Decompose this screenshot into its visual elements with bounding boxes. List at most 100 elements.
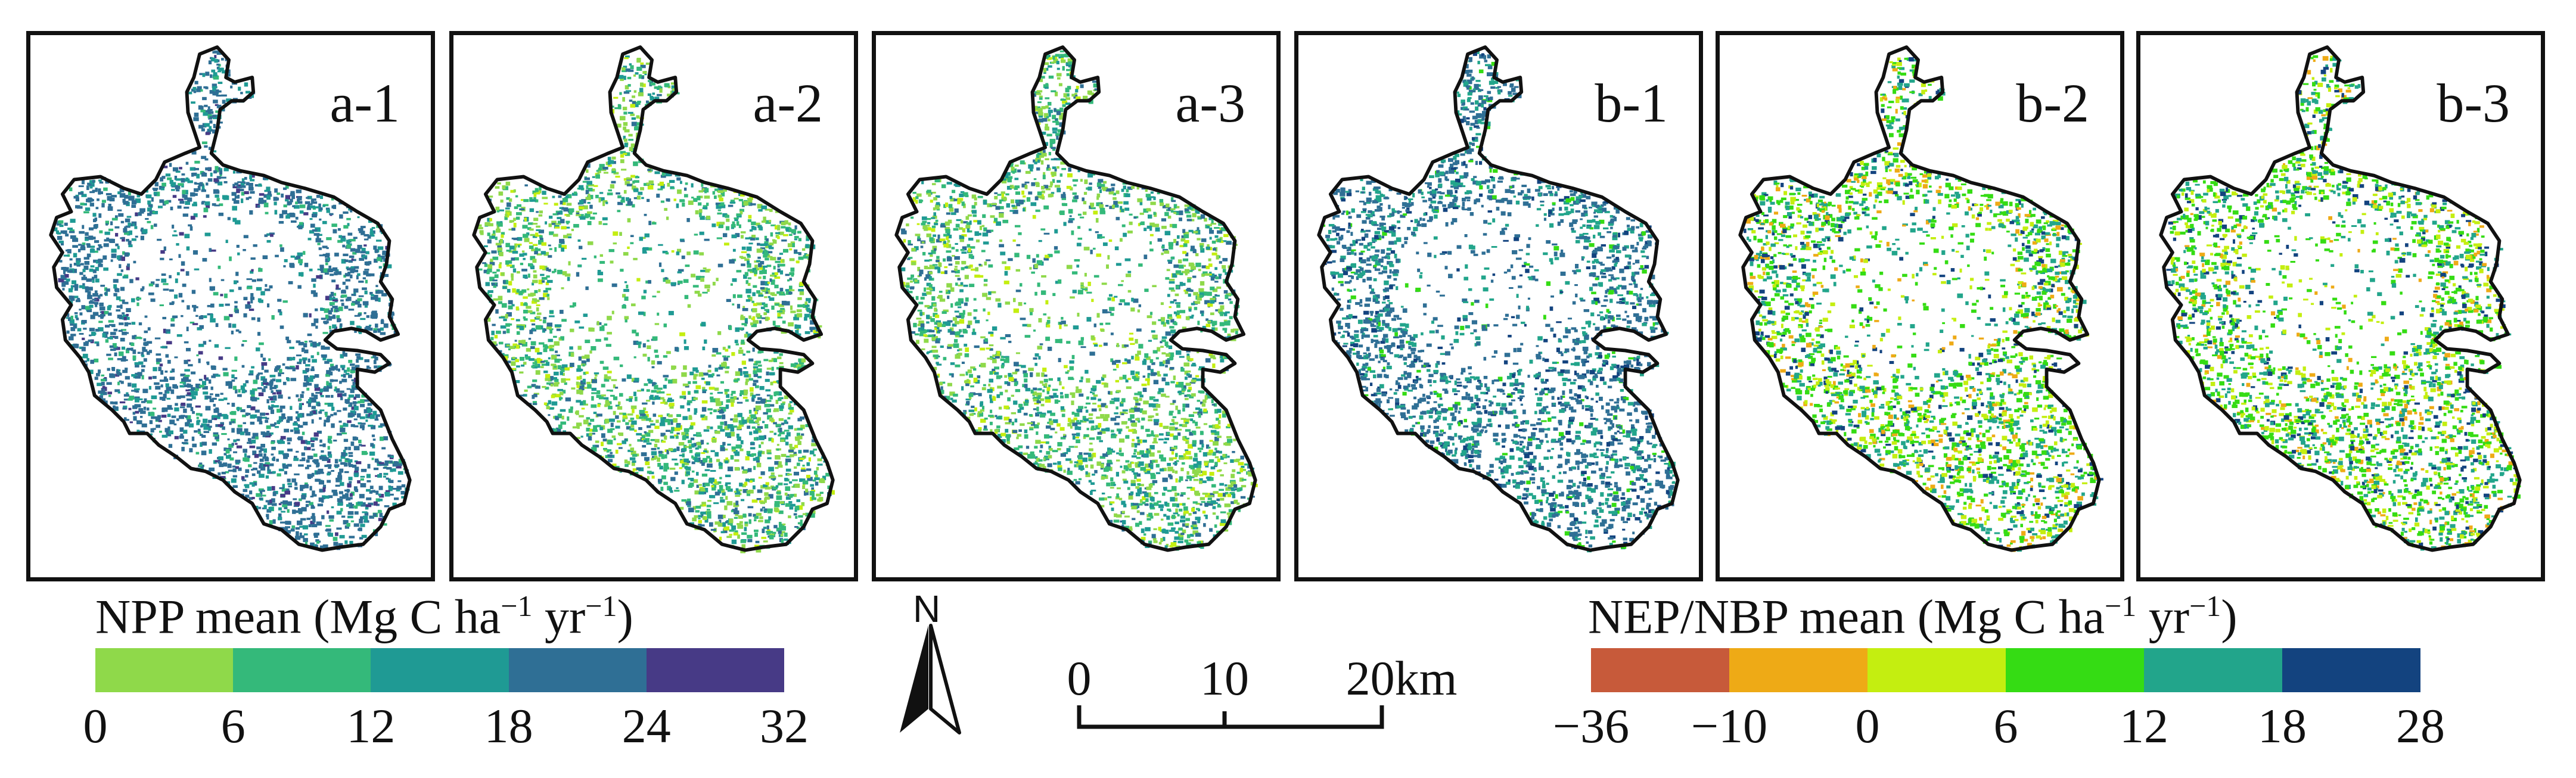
raster-pixel [243,457,248,462]
raster-pixel [332,324,337,329]
raster-pixel [373,245,377,250]
raster-pixel [666,449,669,455]
raster-pixel [302,525,309,530]
raster-pixel [311,278,316,282]
raster-pixel [367,235,371,239]
raster-pixel [597,278,603,282]
raster-pixel [509,220,514,223]
raster-pixel [561,338,564,341]
raster-pixel [258,392,264,397]
raster-pixel [744,272,748,276]
raster-pixel [715,203,721,206]
raster-pixel [610,394,615,397]
raster-pixel [657,312,660,316]
raster-pixel [564,273,571,277]
raster-pixel [214,55,217,59]
raster-pixel [294,502,300,506]
raster-pixel [731,234,737,238]
raster-pixel [477,224,482,227]
raster-pixel [670,477,676,481]
raster-pixel [624,57,629,60]
raster-pixel [734,510,739,515]
raster-pixel [397,471,403,475]
raster-pixel [163,166,168,169]
raster-pixel [742,353,745,356]
raster-pixel [764,235,767,241]
raster-pixel [647,378,651,382]
raster-pixel [238,467,242,471]
raster-pixel [135,410,139,414]
raster-pixel [562,271,567,276]
raster-pixel [174,175,178,181]
raster-pixel [752,308,757,313]
raster-pixel [285,195,291,200]
raster-pixel [554,324,558,327]
raster-pixel [269,384,274,386]
raster-pixel [697,293,702,297]
raster-pixel [738,515,743,519]
raster-pixel [211,249,216,252]
raster-pixel [240,409,246,412]
raster-pixel [238,389,241,393]
raster-pixel [136,420,142,425]
raster-pixel [731,509,736,512]
raster-pixel [805,298,811,301]
raster-pixel [268,358,271,361]
raster-pixel [479,230,484,234]
raster-pixel [793,232,796,235]
raster-pixel [532,259,537,263]
raster-pixel [520,263,524,266]
raster-pixel [743,274,747,279]
raster-pixel [209,90,215,94]
raster-pixel [658,262,662,267]
raster-pixel [297,362,302,365]
raster-pixel [607,316,612,320]
raster-pixel [92,250,98,253]
raster-pixel [196,420,200,425]
raster-pixel [350,274,353,279]
raster-pixel [817,463,823,466]
raster-pixel [557,324,562,328]
raster-pixel [342,244,346,248]
raster-pixel [75,299,81,303]
raster-pixel [495,282,498,287]
raster-pixel [360,228,363,231]
raster-pixel [668,414,673,418]
raster-pixel [596,170,599,172]
raster-pixel [738,420,742,424]
raster-pixel [353,406,359,410]
raster-pixel [633,126,639,130]
raster-pixel [704,469,710,471]
raster-pixel [103,267,108,271]
raster-pixel [750,454,754,458]
raster-pixel [300,518,306,521]
raster-pixel [344,399,350,403]
raster-pixel [134,397,139,403]
raster-pixel [287,214,291,217]
raster-pixel [674,463,679,466]
raster-pixel [726,366,730,369]
raster-pixel [215,194,219,198]
raster-pixel [83,328,87,330]
raster-pixel [309,268,313,272]
raster-pixel [310,516,316,519]
raster-pixel [779,405,784,409]
raster-pixel [768,494,773,499]
raster-pixel [233,200,240,204]
raster-pixel [266,239,271,243]
raster-pixel [732,278,737,282]
raster-pixel [559,310,564,314]
raster-pixel [295,216,299,220]
raster-pixel [318,480,325,485]
raster-pixel [627,218,631,223]
raster-pixel [117,381,120,385]
raster-pixel [513,246,517,251]
raster-pixel [147,200,151,205]
raster-pixel [354,315,361,317]
raster-pixel [718,204,722,207]
raster-pixel [193,90,197,94]
raster-pixel [507,260,512,263]
raster-pixel [679,506,684,510]
raster-pixel [278,372,281,376]
raster-pixel [300,488,303,491]
